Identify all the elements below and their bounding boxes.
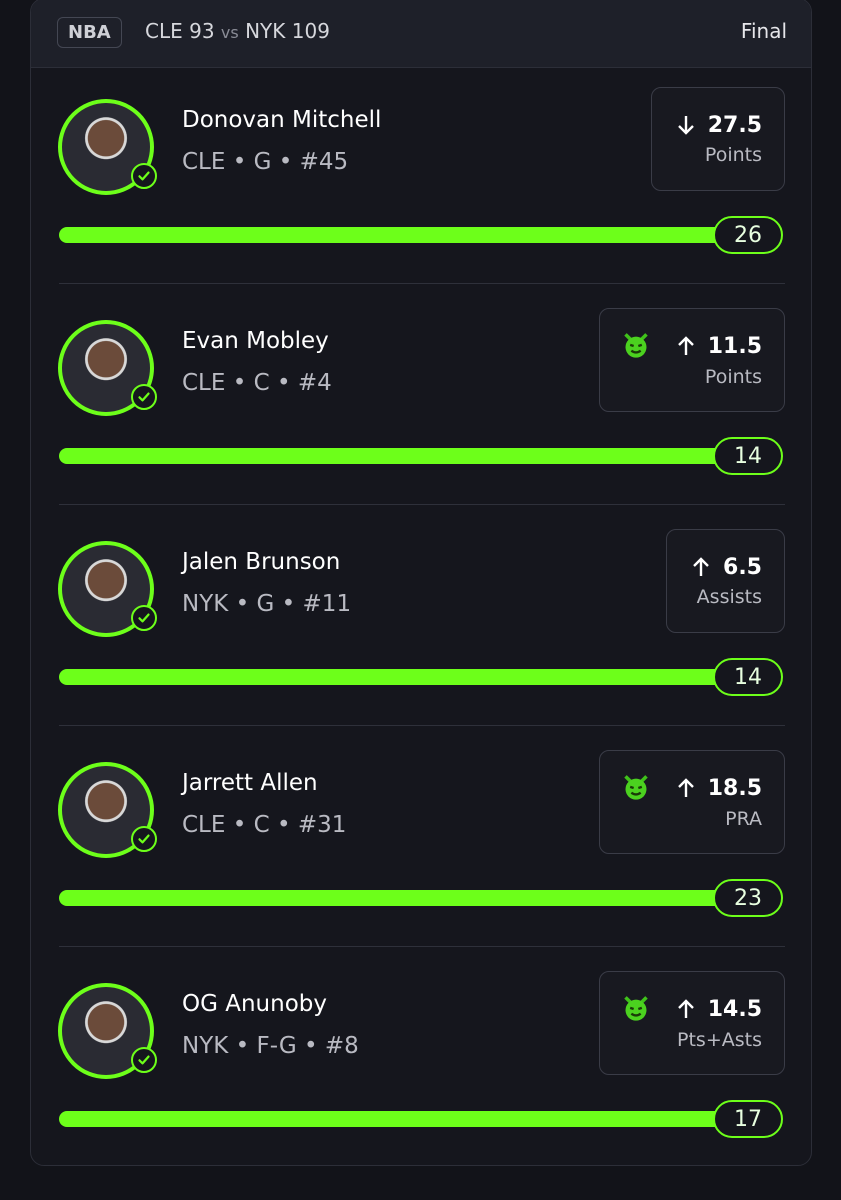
progress-bar (59, 448, 781, 464)
result-value: 23 (713, 879, 783, 917)
stat-label: PRA (725, 808, 762, 830)
divider (59, 946, 785, 947)
pick-row[interactable]: Jarrett Allen CLE • C • #31 18.5 PRA 23 (31, 750, 811, 971)
check-badge (131, 384, 157, 410)
check-icon (138, 834, 150, 844)
boost-icon (623, 333, 648, 358)
line-value: 11.5 (707, 333, 762, 359)
result-value: 26 (713, 216, 783, 254)
line-value: 6.5 (723, 554, 762, 580)
divider (59, 725, 785, 726)
pick-box[interactable]: 27.5 Points (650, 87, 785, 191)
progress-bar (59, 890, 781, 906)
boost-icon (623, 996, 648, 1021)
line-value: 18.5 (707, 775, 762, 801)
stat-label: Points (704, 366, 762, 388)
player-name: OG Anunoby (182, 991, 327, 1017)
divider (59, 283, 785, 284)
line-value: 27.5 (707, 112, 762, 138)
result-value: 14 (713, 658, 783, 696)
check-badge (131, 826, 157, 852)
check-badge (131, 605, 157, 631)
pick-row[interactable]: Jalen Brunson NYK • G • #11 6.5 Assists 14 (31, 529, 811, 750)
team: NYK (245, 19, 286, 43)
check-icon (138, 392, 150, 402)
stat-label: Points (704, 143, 762, 166)
league-badge: NBA (57, 17, 122, 48)
line-value: 14.5 (707, 996, 762, 1022)
boost-icon (623, 775, 648, 800)
game-card: NBA CLE 93 vs NYK 109 Final Donovan Mitc… (30, 0, 812, 1166)
stat-label: Pts+Asts (677, 1029, 762, 1051)
pick-row[interactable]: OG Anunoby NYK • F-G • #8 14.5 Pts+Asts 17 (31, 971, 811, 1165)
check-badge (131, 163, 157, 189)
pick-line: 18.5 (622, 774, 762, 802)
score: 93 (189, 19, 215, 43)
vs: vs (220, 23, 239, 42)
team: CLE (145, 19, 183, 43)
player-avatar (58, 99, 154, 195)
direction-arrow (677, 778, 694, 797)
game-header: NBA CLE 93 vs NYK 109 Final (31, 0, 811, 68)
check-icon (138, 1055, 150, 1065)
direction-arrow (693, 557, 709, 576)
score: 109 (291, 19, 330, 43)
check-icon (138, 171, 150, 181)
direction-arrow (677, 999, 694, 1018)
progress-bar (59, 227, 781, 243)
pick-line: 27.5 (674, 113, 762, 138)
player-meta: CLE • C • #31 (182, 812, 347, 838)
player-meta: CLE • C • #4 (182, 370, 332, 396)
check-badge (131, 1047, 157, 1073)
player-meta: NYK • G • #11 (182, 591, 352, 617)
matchup: CLE 93 vs NYK 109 (145, 19, 330, 43)
pick-box[interactable]: 6.5 Assists (666, 529, 785, 633)
pick-box[interactable]: 14.5 Pts+Asts (598, 971, 785, 1075)
progress-bar (59, 669, 781, 685)
check-icon (138, 613, 150, 623)
stat-label: Assists (696, 585, 762, 608)
pick-line: 11.5 (622, 332, 762, 360)
direction-arrow (677, 336, 694, 355)
divider (59, 504, 785, 505)
pick-line: 14.5 (622, 995, 762, 1023)
player-meta: CLE • G • #45 (182, 149, 349, 175)
player-name: Jalen Brunson (182, 549, 341, 575)
pick-box[interactable]: 11.5 Points (598, 308, 785, 412)
direction-arrow (677, 116, 694, 135)
player-name: Jarrett Allen (182, 770, 318, 796)
result-value: 14 (713, 437, 783, 475)
pick-box[interactable]: 18.5 PRA (598, 750, 785, 854)
result-value: 17 (713, 1100, 783, 1138)
game-status: Final (740, 19, 787, 43)
pick-line: 6.5 (689, 555, 762, 580)
player-name: Evan Mobley (182, 328, 329, 354)
player-avatar (58, 320, 154, 416)
pick-row[interactable]: Evan Mobley CLE • C • #4 11.5 Points 14 (31, 308, 811, 529)
pick-row[interactable]: Donovan Mitchell CLE • G • #45 27.5 Points 2… (31, 87, 811, 308)
progress-bar (59, 1111, 781, 1127)
player-name: Donovan Mitchell (182, 107, 382, 133)
player-meta: NYK • F-G • #8 (182, 1033, 359, 1059)
